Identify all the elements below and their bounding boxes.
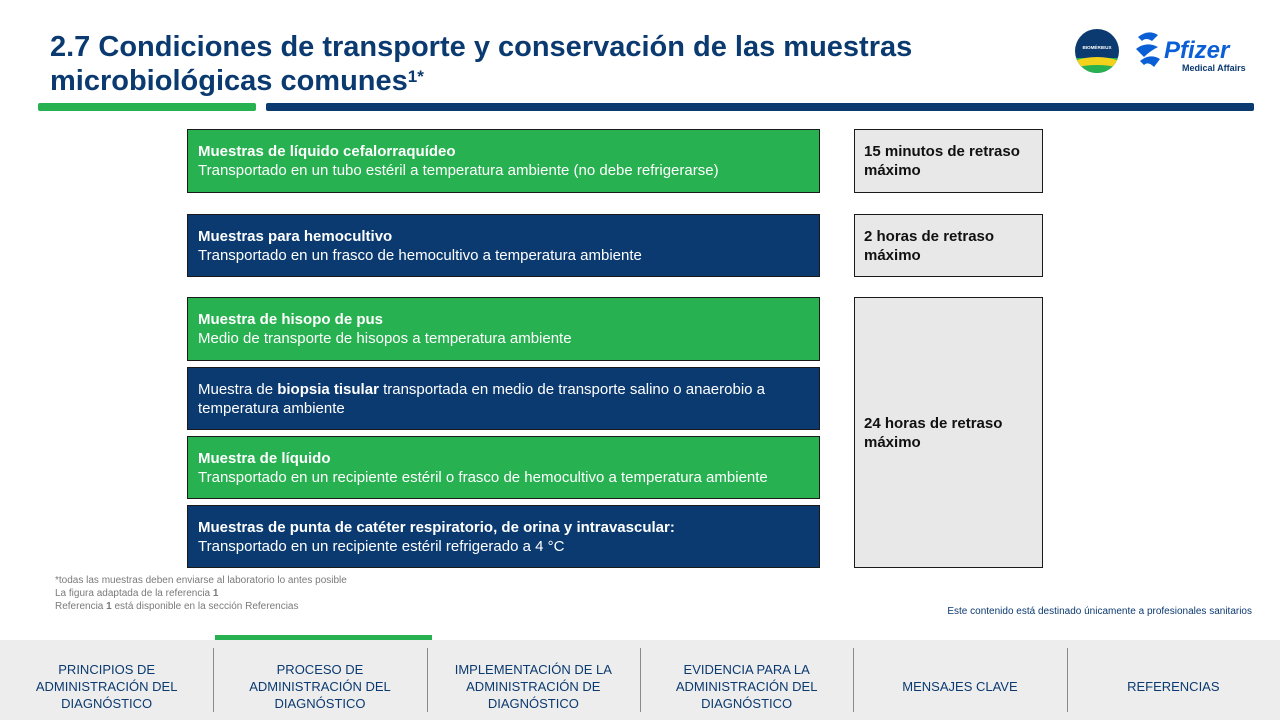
pfizer-logo-icon: Pfizer Medical Affairs xyxy=(1136,32,1246,73)
sample-box-pus-swab: Muestra de hisopo de pus Medio de transp… xyxy=(187,297,820,361)
nav-item-implementacion[interactable]: IMPLEMENTACIÓN DE LA ADMINISTRACIÓN DE D… xyxy=(426,640,640,720)
biomerieux-logo-text: BIOMÉRIEUX xyxy=(1082,43,1112,50)
delay-box-15-minutes: 15 minutos de retraso máximo xyxy=(854,129,1043,193)
sample-title: Muestra de hisopo de pus xyxy=(198,311,384,328)
biomerieux-logo-icon: BIOMÉRIEUX xyxy=(1075,29,1119,73)
sample-title: Muestras de líquido cefalorraquídeo xyxy=(198,143,456,160)
pfizer-logo-text: Pfizer xyxy=(1164,37,1231,64)
sample-title: Muestras de punta de catéter respiratori… xyxy=(198,518,675,536)
sample-description: Transportado en un recipiente estéril o … xyxy=(198,468,768,486)
sample-description: Transportado en un recipiente estéril re… xyxy=(198,537,565,555)
delay-text: 2 horas de retraso máximo xyxy=(864,227,995,264)
sample-box-catheter-urine: Muestras de punta de catéter respiratori… xyxy=(187,505,820,568)
sample-box-csf: Muestras de líquido cefalorraquídeo Tran… xyxy=(187,129,820,193)
header-divider-blue xyxy=(266,103,1254,111)
sample-box-blood-culture: Muestras para hemocultivo Transportado e… xyxy=(187,214,820,277)
sample-description: Medio de transporte de hisopos a tempera… xyxy=(198,330,572,347)
footnote-line: *todas las muestras deben enviarse al la… xyxy=(55,575,347,586)
footnotes: *todas las muestras deben enviarse al la… xyxy=(55,574,347,613)
footnote-line: Referencia 1 está disponible en la secci… xyxy=(55,601,299,612)
pfizer-logo-sub: Medical Affairs xyxy=(1182,63,1246,73)
delay-box-2-hours: 2 horas de retraso máximo xyxy=(854,214,1043,277)
delay-box-24-hours: 24 horas de retraso máximo xyxy=(854,297,1043,568)
title-superscript: 1* xyxy=(407,67,424,86)
disclaimer-text: Este contenido está destinado únicamente… xyxy=(947,606,1252,617)
sample-description: Transportado en un tubo estéril a temper… xyxy=(198,162,719,179)
sample-description: Muestra de biopsia tisular transportada … xyxy=(198,380,766,417)
sample-box-tissue-biopsy: Muestra de biopsia tisular transportada … xyxy=(187,367,820,430)
footnote-line: La figura adaptada de la referencia 1 xyxy=(55,588,219,599)
sample-box-fluid: Muestra de líquido Transportado en un re… xyxy=(187,436,820,499)
nav-item-mensajes-clave[interactable]: MENSAJES CLAVE xyxy=(853,640,1066,720)
sample-description: Transportado en un frasco de hemocultivo… xyxy=(198,246,642,264)
sample-title: Muestra de líquido xyxy=(198,449,331,467)
nav-item-referencias[interactable]: REFERENCIAS xyxy=(1066,640,1280,720)
nav-item-evidencia[interactable]: EVIDENCIA PARA LA ADMINISTRACIÓN DEL DIA… xyxy=(639,640,853,720)
page-title-text: 2.7 Condiciones de transporte y conserva… xyxy=(50,31,913,97)
nav-item-proceso[interactable]: PROCESO DE ADMINISTRACIÓN DEL DIAGNÓSTIC… xyxy=(213,640,426,720)
delay-text: 15 minutos de retraso máximo xyxy=(864,143,1020,179)
sample-bold-term: biopsia tisular xyxy=(277,380,379,398)
nav-active-indicator xyxy=(215,635,432,643)
nav-item-principios[interactable]: PRINCIPIOS DE ADMINISTRACIÓN DEL DIAGNÓS… xyxy=(35,661,178,711)
header-divider-green xyxy=(38,103,256,111)
delay-text: 24 horas de retraso máximo xyxy=(864,414,1003,451)
sample-title: Muestras para hemocultivo xyxy=(198,227,393,245)
page-title: 2.7 Condiciones de transporte y conserva… xyxy=(50,30,1050,98)
bottom-navigation: PRINCIPIOS DE ADMINISTRACIÓN DEL DIAGNÓS… xyxy=(0,640,1280,720)
